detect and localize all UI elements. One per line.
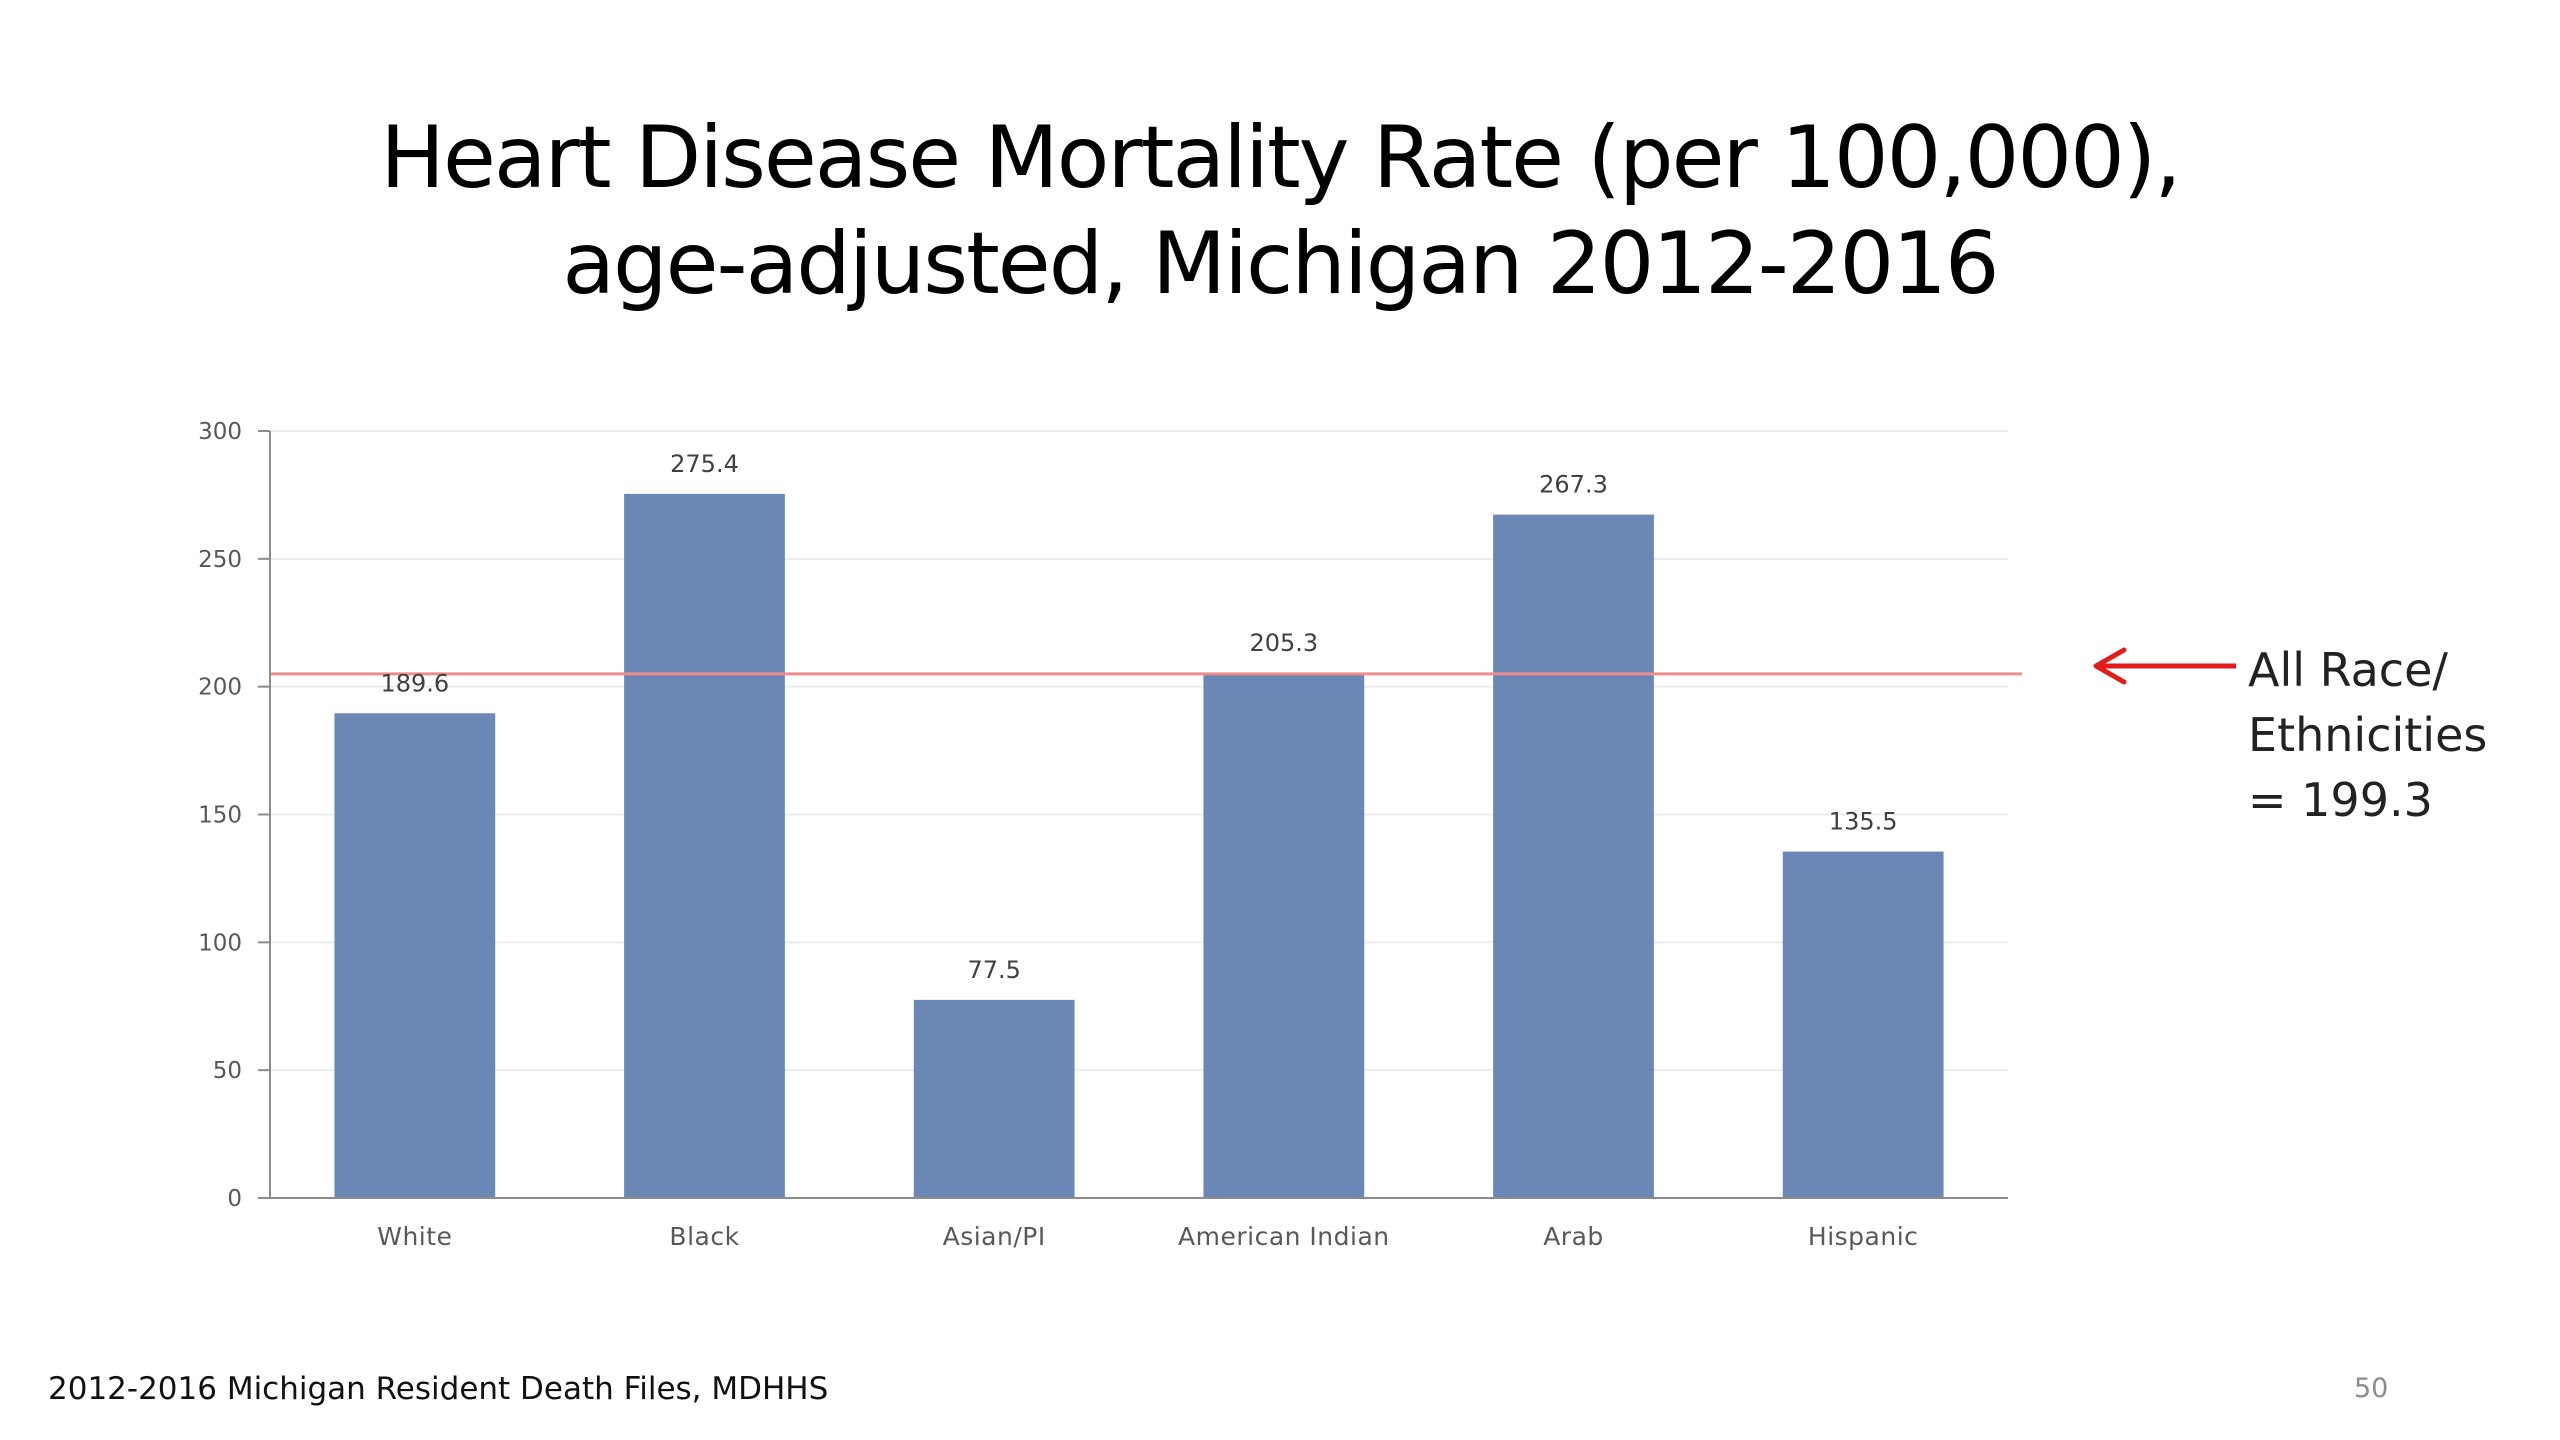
x-tick-labels: White Black Asian/PI American Indian Arab His… [377,1222,1918,1251]
y-tick-label: 300 [198,419,242,445]
bar-white [334,713,496,1198]
x-tick-label: American Indian [1178,1222,1390,1251]
all-race-annotation: All Race/ Ethnicities = 199.3 [2248,638,2487,833]
y-tick-label: 150 [198,803,242,829]
data-label: 77.5 [967,956,1020,984]
source-note: 2012-2016 Michigan Resident Death Files,… [48,1371,829,1407]
axes [258,430,2008,1199]
x-tick-label: Hispanic [1808,1222,1919,1251]
chart-title-line-1: Heart Disease Mortality Rate (per 100,00… [380,108,2181,208]
y-tick-label: 200 [198,675,242,701]
x-tick-label: White [377,1222,452,1251]
chart-title-line-2: age-adjusted, Michigan 2012-2016 [562,214,1999,314]
annotation-line-2: Ethnicities [2248,708,2488,762]
bar-black [624,493,785,1198]
annotation-line-1: All Race/ [2248,643,2448,697]
bar-american-indian [1203,673,1365,1198]
x-tick-label: Asian/PI [943,1222,1046,1251]
y-tick-label: 50 [213,1058,242,1084]
data-label: 135.5 [1829,808,1898,836]
x-tick-label: Arab [1543,1222,1604,1251]
annotation-line-3: = 199.3 [2248,773,2433,827]
data-label: 205.3 [1249,629,1318,657]
y-tick-labels: 0 50 100 150 200 250 300 [198,419,242,1212]
y-tick-label: 100 [198,930,242,956]
bar-hispanic [1782,851,1944,1198]
y-tick-label: 0 [227,1186,242,1212]
x-tick-label: Black [669,1222,739,1251]
arrow-head [2093,647,2127,685]
data-label: 267.3 [1539,471,1608,499]
y-tick-label: 250 [198,547,242,573]
annotation-arrow [2093,647,2236,685]
page-number: 50 [2354,1373,2389,1404]
chart-title: Heart Disease Mortality Rate (per 100,00… [0,105,2560,317]
bar-asian-pi [913,999,1075,1198]
gridlines [270,430,2008,1072]
data-label: 275.4 [670,450,739,478]
data-labels: 189.6 275.4 77.5 205.3 267.3 135.5 [380,450,1897,984]
bar-arab [1493,514,1654,1198]
data-label: 189.6 [380,669,449,697]
bars [334,493,1944,1198]
